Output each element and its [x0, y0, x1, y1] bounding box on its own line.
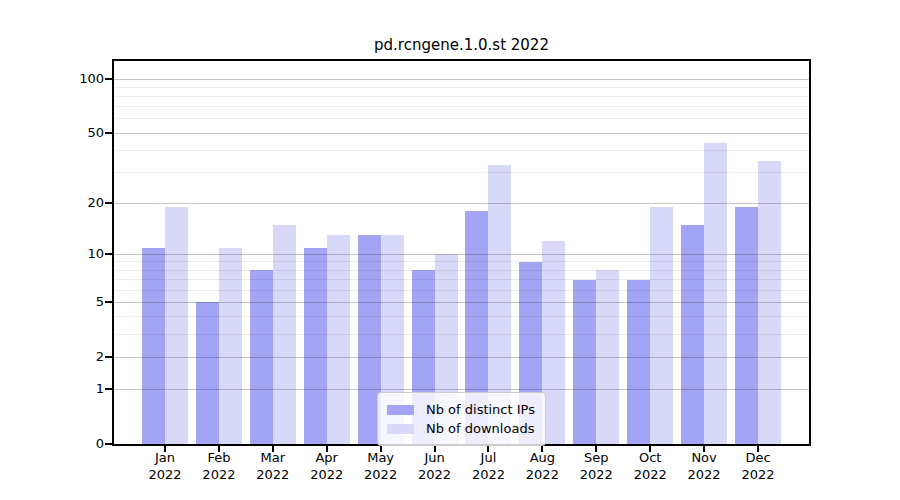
- bar-oct-downloads: [650, 207, 673, 444]
- gridline-60: [114, 118, 809, 119]
- bar-sep-downloads: [596, 270, 619, 444]
- gridline-100: [114, 79, 809, 80]
- gridline-90: [114, 87, 809, 88]
- bar-jan-distinct-ips: [142, 248, 165, 445]
- x-tick-label-dec: Dec2022: [726, 450, 790, 483]
- bar-oct-distinct-ips: [627, 280, 650, 445]
- bar-sep-distinct-ips: [573, 280, 596, 445]
- bar-jan-downloads: [165, 207, 188, 444]
- y-tick-label-0: 0: [30, 435, 104, 453]
- legend-swatch-downloads: [387, 424, 414, 434]
- y-tick-20: [105, 202, 112, 204]
- bar-dec-downloads: [758, 161, 781, 444]
- bar-apr-downloads: [327, 235, 350, 444]
- gridline-70: [114, 106, 809, 107]
- y-tick-label-100: 100: [30, 70, 104, 88]
- legend-swatch-distinct-ips: [387, 405, 414, 415]
- legend: Nb of distinct IPs Nb of downloads: [377, 392, 546, 446]
- y-tick-label-5: 5: [30, 293, 104, 311]
- gridline-50: [114, 133, 809, 134]
- y-tick-2: [105, 356, 112, 358]
- bar-mar-distinct-ips: [250, 270, 273, 444]
- legend-row-distinct-ips: Nb of distinct IPs: [387, 400, 535, 419]
- y-tick-label-1: 1: [30, 380, 104, 398]
- bar-feb-downloads: [219, 248, 242, 445]
- gridline-80: [114, 96, 809, 97]
- bar-feb-distinct-ips: [196, 302, 219, 444]
- y-tick-5: [105, 301, 112, 303]
- figure: pd.rcngene.1.0.st 2022 Nb of distinct IP…: [0, 0, 900, 500]
- y-tick-1: [105, 388, 112, 390]
- legend-row-downloads: Nb of downloads: [387, 419, 535, 438]
- y-tick-0: [105, 443, 112, 445]
- y-tick-label-10: 10: [30, 245, 104, 263]
- y-tick-label-20: 20: [30, 194, 104, 212]
- y-tick-label-50: 50: [30, 124, 104, 142]
- y-tick-10: [105, 253, 112, 255]
- chart-title: pd.rcngene.1.0.st 2022: [112, 36, 811, 54]
- bar-nov-downloads: [704, 143, 727, 444]
- plot-area: Nb of distinct IPs Nb of downloads: [112, 59, 811, 446]
- bar-mar-downloads: [273, 225, 296, 444]
- legend-label-downloads: Nb of downloads: [426, 421, 534, 436]
- bar-apr-distinct-ips: [304, 248, 327, 445]
- y-tick-50: [105, 132, 112, 134]
- legend-label-distinct-ips: Nb of distinct IPs: [426, 402, 535, 417]
- y-tick-label-2: 2: [30, 348, 104, 366]
- y-tick-100: [105, 78, 112, 80]
- bar-dec-distinct-ips: [735, 207, 758, 444]
- bar-nov-distinct-ips: [681, 225, 704, 444]
